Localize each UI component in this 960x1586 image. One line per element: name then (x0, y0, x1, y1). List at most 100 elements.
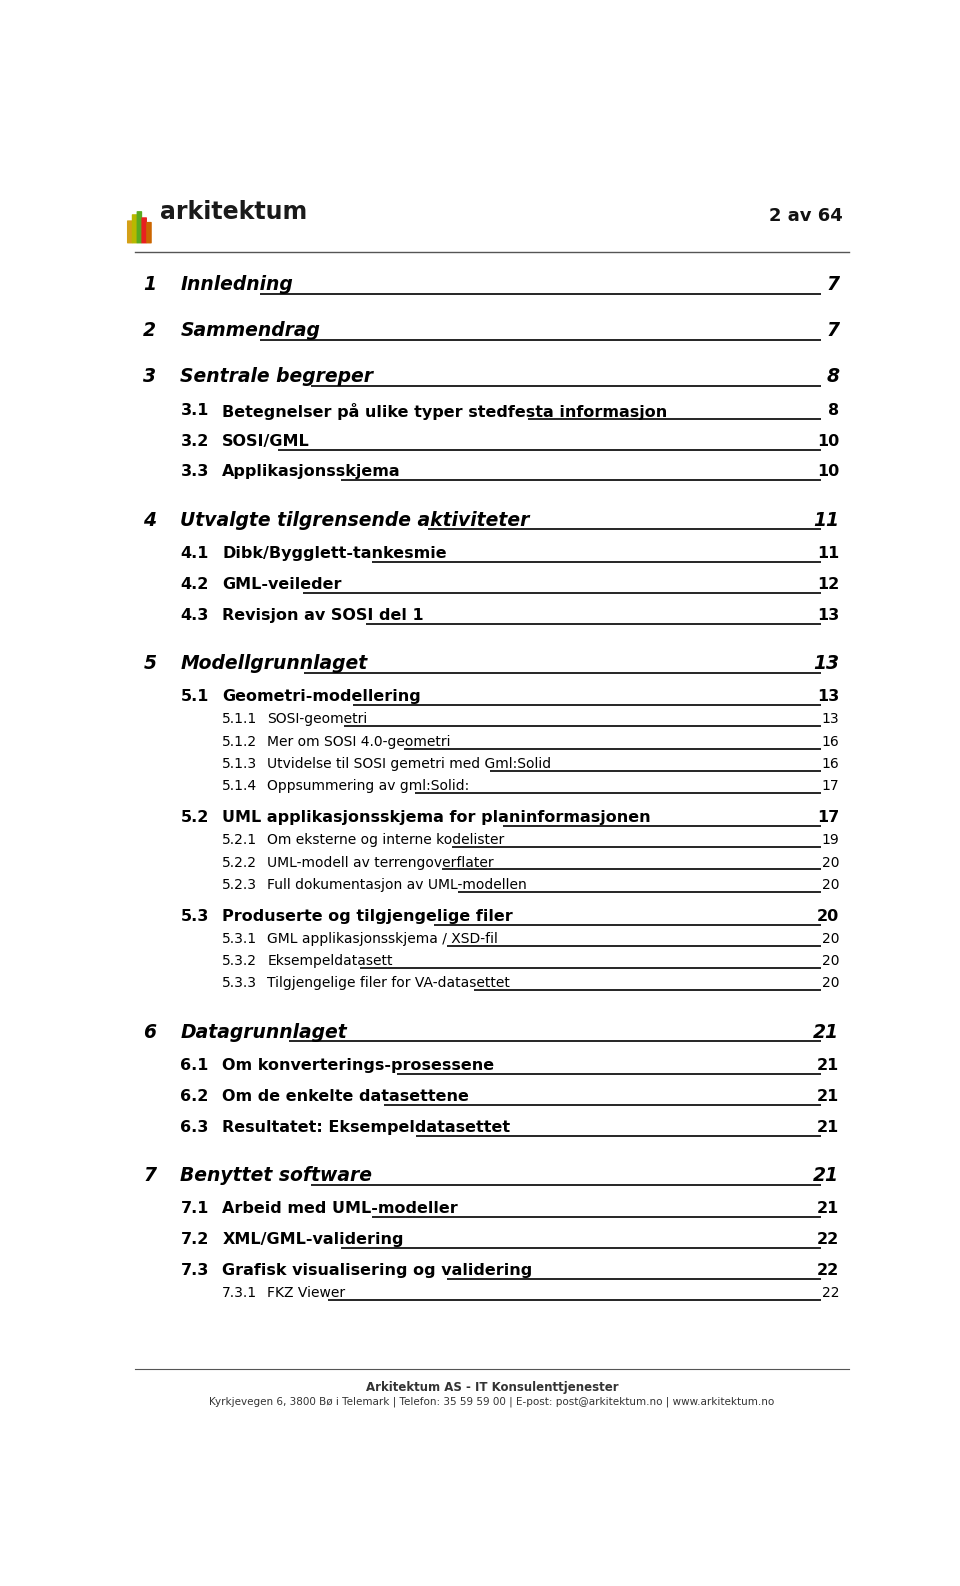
Text: 20: 20 (822, 855, 839, 869)
Text: Betegnelser på ulike typer stedfesta informasjon: Betegnelser på ulike typer stedfesta inf… (223, 403, 667, 420)
Text: 20: 20 (822, 977, 839, 991)
Text: 2 av 64: 2 av 64 (769, 208, 842, 225)
Text: 3: 3 (143, 368, 156, 387)
Text: SOSI-geometri: SOSI-geometri (267, 712, 368, 726)
Text: 13: 13 (817, 690, 839, 704)
Text: 4.3: 4.3 (180, 607, 209, 623)
Text: 7: 7 (827, 274, 839, 293)
Text: Dibk/Bygglett-tankesmie: Dibk/Bygglett-tankesmie (223, 546, 447, 561)
Text: Arbeid med UML-modeller: Arbeid med UML-modeller (223, 1201, 458, 1216)
Text: 22: 22 (817, 1232, 839, 1247)
Text: 20: 20 (822, 933, 839, 945)
Text: 5: 5 (143, 653, 156, 672)
Text: 21: 21 (817, 1201, 839, 1216)
Text: 3.1: 3.1 (180, 403, 209, 417)
Text: 6.3: 6.3 (180, 1120, 209, 1134)
Text: 22: 22 (817, 1262, 839, 1278)
Text: 3.3: 3.3 (180, 465, 209, 479)
Text: SOSI/GML: SOSI/GML (223, 433, 310, 449)
Text: 13: 13 (822, 712, 839, 726)
Text: 19: 19 (822, 833, 839, 847)
Text: 20: 20 (817, 909, 839, 923)
Text: 13: 13 (817, 607, 839, 623)
Text: Modellgrunnlaget: Modellgrunnlaget (180, 653, 368, 672)
Text: 4: 4 (143, 511, 156, 530)
Text: 21: 21 (817, 1090, 839, 1104)
Text: Om de enkelte datasettene: Om de enkelte datasettene (223, 1090, 469, 1104)
Text: 5.3: 5.3 (180, 909, 209, 923)
Text: Sammendrag: Sammendrag (180, 322, 321, 341)
Text: Om eksterne og interne kodelister: Om eksterne og interne kodelister (267, 833, 505, 847)
Text: 21: 21 (813, 1166, 839, 1185)
Text: GML applikasjonsskjema / XSD-fil: GML applikasjonsskjema / XSD-fil (267, 933, 498, 945)
Text: 5.2.2: 5.2.2 (223, 855, 257, 869)
Text: 2: 2 (143, 322, 156, 341)
Text: 11: 11 (813, 511, 839, 530)
Text: Geometri-modellering: Geometri-modellering (223, 690, 421, 704)
Text: 17: 17 (822, 779, 839, 793)
Text: Full dokumentasjon av UML-modellen: Full dokumentasjon av UML-modellen (267, 879, 527, 891)
Text: Arkitektum AS - IT Konsulenttjenester: Arkitektum AS - IT Konsulenttjenester (366, 1381, 618, 1394)
Text: 20: 20 (822, 879, 839, 891)
Text: 6.2: 6.2 (180, 1090, 209, 1104)
Text: 6: 6 (143, 1023, 156, 1042)
Text: 8: 8 (828, 403, 839, 417)
Text: 5.1: 5.1 (180, 690, 209, 704)
Text: 10: 10 (817, 465, 839, 479)
Text: 1: 1 (143, 274, 156, 293)
FancyBboxPatch shape (141, 217, 147, 243)
Text: Utvalgte tilgrensende aktiviteter: Utvalgte tilgrensende aktiviteter (180, 511, 530, 530)
Text: 21: 21 (813, 1023, 839, 1042)
Text: 5.1.2: 5.1.2 (223, 734, 257, 749)
Text: 6.1: 6.1 (180, 1058, 209, 1074)
Text: GML-veileder: GML-veileder (223, 577, 342, 592)
FancyBboxPatch shape (146, 222, 152, 243)
Text: 7.2: 7.2 (180, 1232, 209, 1247)
Text: Kyrkjevegen 6, 3800 Bø i Telemark | Telefon: 35 59 59 00 | E-post: post@arkitekt: Kyrkjevegen 6, 3800 Bø i Telemark | Tele… (209, 1396, 775, 1407)
Text: 4.2: 4.2 (180, 577, 209, 592)
Text: 7: 7 (143, 1166, 156, 1185)
Text: Grafisk visualisering og validering: Grafisk visualisering og validering (223, 1262, 533, 1278)
Text: 21: 21 (817, 1120, 839, 1134)
Text: 20: 20 (822, 955, 839, 967)
Text: Revisjon av SOSI del 1: Revisjon av SOSI del 1 (223, 607, 424, 623)
Text: 16: 16 (822, 734, 839, 749)
Text: 16: 16 (822, 757, 839, 771)
Text: 21: 21 (817, 1058, 839, 1074)
Text: Oppsummering av gml:Solid:: Oppsummering av gml:Solid: (267, 779, 469, 793)
Text: Sentrale begreper: Sentrale begreper (180, 368, 373, 387)
Text: 5.1.4: 5.1.4 (223, 779, 257, 793)
Text: 7.3: 7.3 (180, 1262, 209, 1278)
Text: 5.2: 5.2 (180, 810, 209, 825)
Text: 5.3.2: 5.3.2 (223, 955, 257, 967)
Text: 3.2: 3.2 (180, 433, 209, 449)
Text: Tilgjengelige filer for VA-datasettet: Tilgjengelige filer for VA-datasettet (267, 977, 510, 991)
Text: 10: 10 (817, 433, 839, 449)
Text: 13: 13 (813, 653, 839, 672)
Text: Datagrunnlaget: Datagrunnlaget (180, 1023, 348, 1042)
Text: Eksempeldatasett: Eksempeldatasett (267, 955, 393, 967)
Text: UML applikasjonsskjema for planinformasjonen: UML applikasjonsskjema for planinformasj… (223, 810, 651, 825)
Text: Benyttet software: Benyttet software (180, 1166, 372, 1185)
Text: 17: 17 (817, 810, 839, 825)
Text: FKZ Viewer: FKZ Viewer (267, 1286, 346, 1301)
Text: Utvidelse til SOSI gemetri med Gml:Solid: Utvidelse til SOSI gemetri med Gml:Solid (267, 757, 551, 771)
Text: Applikasjonsskjema: Applikasjonsskjema (223, 465, 401, 479)
Text: Produserte og tilgjengelige filer: Produserte og tilgjengelige filer (223, 909, 513, 923)
Text: Mer om SOSI 4.0-geometri: Mer om SOSI 4.0-geometri (267, 734, 451, 749)
Text: UML-modell av terrengoverflater: UML-modell av terrengoverflater (267, 855, 493, 869)
Text: 5.3.1: 5.3.1 (223, 933, 257, 945)
Text: 22: 22 (822, 1286, 839, 1301)
FancyBboxPatch shape (136, 211, 142, 243)
Text: 7.1: 7.1 (180, 1201, 209, 1216)
Text: arkitektum: arkitektum (160, 200, 307, 224)
Text: 4.1: 4.1 (180, 546, 209, 561)
Text: 5.1.3: 5.1.3 (223, 757, 257, 771)
Text: 5.2.3: 5.2.3 (223, 879, 257, 891)
Text: 7: 7 (827, 322, 839, 341)
Text: 8: 8 (827, 368, 839, 387)
Text: Om konverterings-prosessene: Om konverterings-prosessene (223, 1058, 494, 1074)
FancyBboxPatch shape (132, 214, 137, 243)
Text: 5.3.3: 5.3.3 (223, 977, 257, 991)
Text: Resultatet: Eksempeldatasettet: Resultatet: Eksempeldatasettet (223, 1120, 511, 1134)
